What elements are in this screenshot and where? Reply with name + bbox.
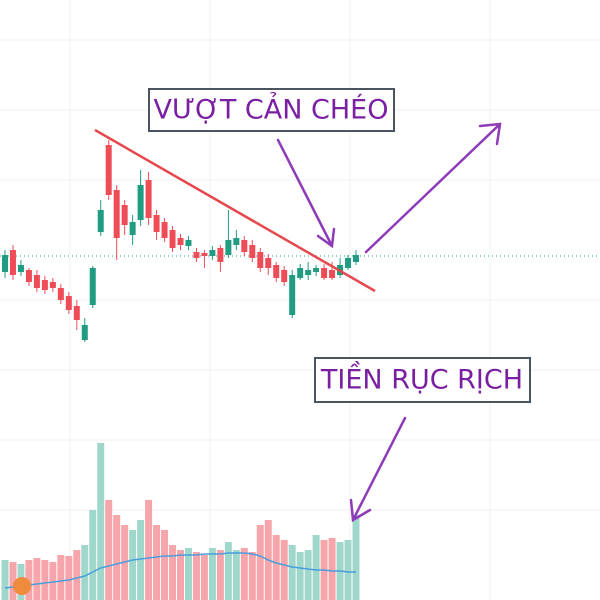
candle-body (329, 270, 336, 278)
annotation: TIỀN RỤC RỊCH (320, 361, 523, 396)
volume-bar (296, 552, 304, 600)
volume-bar (352, 515, 360, 600)
candle-body (121, 205, 128, 225)
candle-body (289, 275, 296, 315)
candle-body (73, 306, 80, 320)
candle-body (81, 325, 88, 340)
volume-bar (137, 520, 145, 600)
volume-bar (113, 515, 121, 600)
candle-body (193, 252, 200, 258)
candle-body (201, 253, 208, 256)
volume-bar (200, 555, 208, 600)
candle-body (273, 265, 280, 278)
candle-body (225, 240, 232, 255)
candle-body (113, 190, 120, 238)
candle-body (305, 270, 312, 275)
volume-bar (248, 552, 256, 600)
candle-body (25, 270, 32, 282)
volume-bar (81, 545, 89, 600)
candle-body (233, 238, 240, 245)
volume-bar (9, 562, 17, 600)
volume-bar (161, 530, 169, 600)
candle-body (209, 250, 216, 256)
volume-bar (1, 560, 9, 600)
candle-body (353, 255, 359, 262)
volume-bar (208, 548, 216, 600)
volume-bar (89, 510, 97, 600)
volume-bar (224, 542, 232, 600)
volume-bar (129, 530, 137, 600)
volume-bar (153, 525, 161, 600)
candle-body (345, 258, 352, 268)
volume-bar (240, 548, 248, 600)
candle-body (249, 245, 256, 258)
plot (0, 140, 600, 600)
candle-body (297, 268, 304, 278)
candle-body (89, 268, 96, 305)
arrows (276, 122, 502, 523)
candle-body (265, 258, 272, 268)
volume-bar (344, 540, 352, 600)
volume-bar (169, 545, 177, 600)
candle-body (169, 230, 176, 248)
volume-bar (65, 556, 73, 600)
candle-body (57, 288, 64, 300)
candle-body (33, 275, 40, 288)
volume-bar (288, 545, 296, 600)
volume-bar (145, 500, 153, 600)
candle-body (177, 238, 184, 245)
volume-bar (33, 558, 41, 600)
volume-bar (105, 500, 113, 600)
candle-body (9, 250, 16, 275)
volume-bar (184, 548, 192, 600)
candle-body (2, 255, 8, 272)
volume-bar (272, 535, 280, 600)
candle-body (137, 185, 144, 220)
volume-bar (192, 552, 200, 600)
volume-bar (312, 535, 320, 600)
candle-body (49, 282, 56, 288)
candle-body (97, 210, 104, 232)
volume-bar (41, 560, 49, 600)
candle-body (41, 280, 48, 290)
candle-body (65, 296, 72, 310)
volume-bar (25, 560, 33, 600)
trend-line (94, 128, 376, 293)
candle-body (217, 248, 224, 262)
volume-bar (97, 443, 105, 600)
volume-bar (280, 540, 288, 600)
volume-bar (73, 550, 81, 600)
volume-bar (177, 550, 184, 600)
candle-body (153, 215, 160, 232)
candle-body (257, 252, 264, 268)
candle-body (105, 145, 112, 195)
volume-bar (256, 525, 264, 600)
annotation: VƯỢT CẢN CHÉO (154, 92, 389, 126)
volume-bar (57, 555, 65, 600)
candle-body (145, 180, 152, 218)
volume-ma-line (4, 552, 356, 589)
annotation-box (148, 88, 395, 132)
candle-body (129, 222, 136, 235)
volume-bar (216, 550, 224, 600)
volume-bar (49, 562, 57, 600)
candle-body (321, 268, 328, 278)
annotation-box (314, 357, 531, 403)
candle-body (17, 265, 24, 272)
candle-body (313, 268, 320, 272)
volume-bar (304, 550, 312, 600)
volume-bar (328, 538, 336, 600)
candle-body (161, 222, 168, 238)
candle-body (185, 240, 192, 246)
candle-body (281, 270, 288, 282)
candle-body (241, 240, 248, 252)
logo (13, 577, 31, 595)
volume-bar (232, 550, 240, 600)
